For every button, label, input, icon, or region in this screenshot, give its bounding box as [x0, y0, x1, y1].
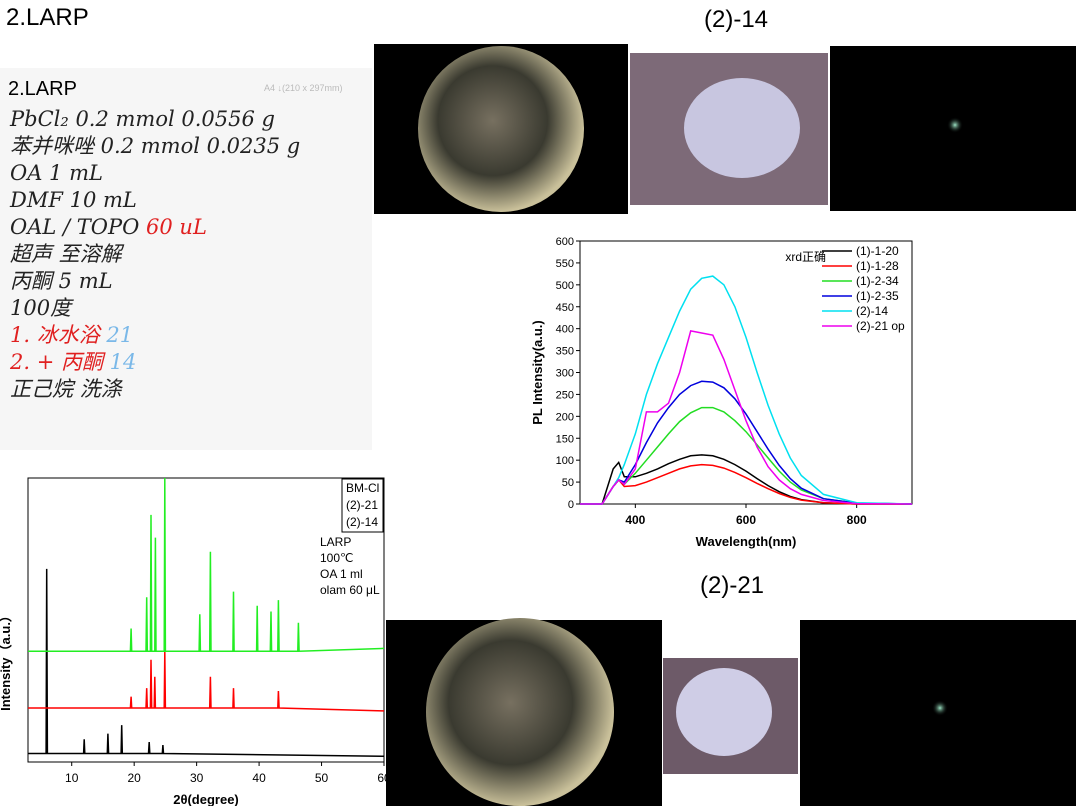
- legend-box: [341, 478, 384, 533]
- y-tick-label: 350: [556, 346, 574, 358]
- pl-photo: [932, 700, 948, 716]
- x-tick-label: 60: [377, 771, 391, 785]
- legend-label: (1)-1-28: [856, 259, 899, 273]
- series-line: [580, 454, 912, 505]
- annotation: olam 60 μL: [320, 583, 380, 597]
- notes-lines: PbCl₂ 0.2 mmol 0.0556 g 苯并咪唑 0.2 mmol 0.…: [10, 106, 300, 403]
- photo: [684, 78, 800, 178]
- note-line: 100度: [10, 296, 72, 320]
- y-tick-label: 600: [556, 236, 574, 248]
- x-tick-label: 50: [315, 771, 329, 785]
- y-tick-label: 250: [556, 389, 574, 401]
- image-label: (2)-14: [704, 6, 769, 33]
- notes-heading: 2.LARP: [8, 78, 77, 100]
- y-tick-label: 200: [556, 411, 574, 423]
- y-tick-label: 100: [556, 455, 574, 467]
- x-tick-label: 30: [190, 771, 204, 785]
- x-tick-label: 10: [65, 771, 79, 785]
- micrograph: [426, 618, 614, 806]
- annotation: LARP: [320, 535, 351, 549]
- y-axis-label: PL Intensity(a.u.): [530, 320, 545, 425]
- micrograph: [418, 46, 584, 212]
- y-tick-label: 400: [556, 324, 574, 336]
- note-line: 2. + 丙酮 14: [10, 349, 300, 376]
- legend-label: (1)-2-34: [856, 274, 899, 288]
- y-tick-label: 50: [562, 477, 574, 489]
- photo: [676, 668, 772, 756]
- note-text: 1. 冰水浴: [10, 323, 100, 347]
- y-tick-label: 150: [556, 433, 574, 445]
- legend-label: (1)-2-35: [856, 289, 899, 303]
- note-line: 超声 至溶解: [10, 242, 122, 266]
- page-size: A4 ↓(210 x 297mm): [264, 83, 343, 93]
- note-line: DMF 10 mL: [10, 188, 137, 212]
- note-line: 1. 冰水浴 21: [10, 322, 300, 349]
- series-line: [580, 275, 913, 505]
- x-axis-label: Wavelength(nm): [696, 534, 797, 549]
- legend-label: (2)-21 op: [856, 319, 905, 333]
- image-label: (2)-21: [700, 572, 765, 599]
- note-text: 14: [109, 350, 137, 374]
- note-line: OA 1 mL: [10, 161, 103, 185]
- note-line: PbCl₂ 0.2 mmol 0.0556 g: [10, 107, 275, 131]
- note-text: 21: [106, 323, 134, 347]
- annotation: xrd正确: [785, 250, 826, 264]
- series-line: [580, 380, 913, 505]
- series-line: [28, 568, 385, 758]
- x-tick-label: 600: [736, 513, 756, 527]
- note-line: 正己烷 洗涤: [10, 377, 122, 401]
- legend-label: (2)-14: [346, 515, 378, 529]
- y-tick-label: 0: [568, 499, 574, 511]
- y-axis-label: Intensity（a.u.）: [0, 609, 13, 711]
- note-text: OAL / TOPO: [10, 215, 140, 239]
- note-text: 60 uL: [146, 215, 207, 239]
- annotation: OA 1 ml: [320, 567, 363, 581]
- page-title: 2.LARP: [6, 4, 89, 31]
- series-line: [28, 477, 385, 652]
- note-text: 2. + 丙酮: [10, 350, 103, 374]
- note-line: 丙酮 5 mL: [10, 269, 113, 293]
- x-tick-label: 20: [127, 771, 141, 785]
- legend-label: BM-Cl: [346, 481, 379, 495]
- series-line: [580, 463, 912, 505]
- series-line: [580, 330, 913, 505]
- note-line: 苯并咪唑 0.2 mmol 0.0235 g: [10, 134, 301, 158]
- y-tick-label: 300: [556, 368, 574, 380]
- annotation: 100℃: [320, 551, 354, 565]
- y-tick-label: 450: [556, 302, 574, 314]
- series-line: [28, 651, 385, 712]
- note-line: OAL / TOPO 60 uL: [10, 214, 300, 241]
- legend-label: (1)-1-20: [856, 244, 899, 258]
- notes-panel: 2.LARP A4 ↓(210 x 297mm) PbCl₂ 0.2 mmol …: [0, 68, 372, 450]
- x-axis-label: 2θ(degree): [173, 792, 239, 806]
- x-tick-label: 400: [625, 513, 645, 527]
- y-tick-label: 500: [556, 280, 574, 292]
- x-tick-label: 40: [252, 771, 266, 785]
- legend-label: (2)-14: [856, 304, 888, 318]
- legend-label: (2)-21: [346, 498, 378, 512]
- plot-frame: [27, 477, 385, 763]
- y-tick-label: 550: [556, 258, 574, 270]
- x-tick-label: 800: [847, 513, 867, 527]
- pl-photo: [947, 117, 963, 133]
